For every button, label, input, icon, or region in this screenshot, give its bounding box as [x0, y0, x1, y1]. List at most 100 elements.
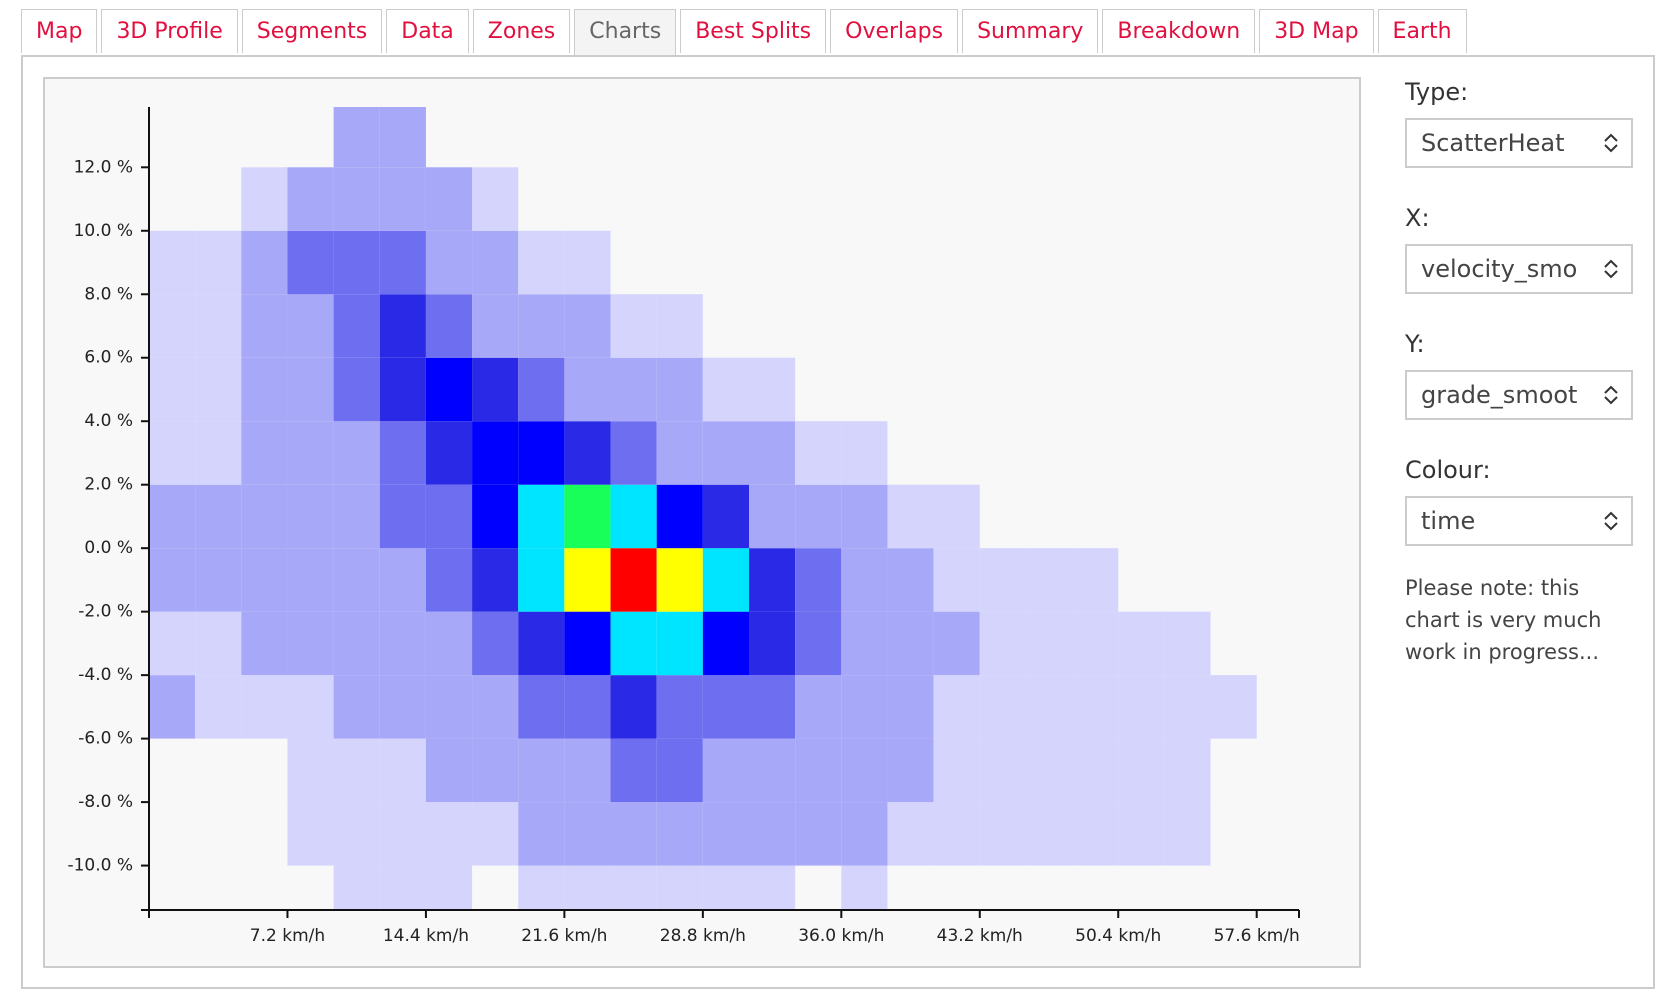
- heat-cell: [379, 865, 426, 910]
- heat-cell: [887, 802, 934, 866]
- tab[interactable]: Best Splits: [680, 9, 827, 53]
- select[interactable]: velocity_smo: [1405, 244, 1633, 294]
- tab[interactable]: 3D Profile: [101, 9, 238, 53]
- heat-cell: [702, 484, 749, 549]
- heat-cell: [1026, 358, 1072, 421]
- panel: [21, 55, 1655, 989]
- heat-cell: [149, 484, 196, 549]
- heat-cell: [933, 738, 980, 803]
- heat-cell: [1072, 294, 1118, 357]
- tab[interactable]: Overlaps: [830, 9, 959, 53]
- tab[interactable]: Charts: [574, 9, 677, 56]
- y-tick-label: 2.0 %: [84, 475, 133, 495]
- heat-cell: [333, 675, 380, 739]
- heat-cell: [702, 357, 749, 422]
- heat-cell: [149, 167, 195, 230]
- tab[interactable]: Summary: [962, 9, 1099, 53]
- heat-cell: [979, 738, 1026, 803]
- heat-cell: [333, 738, 380, 803]
- heat-cell: [425, 548, 473, 612]
- heat-cell: [425, 294, 473, 358]
- select[interactable]: time: [1405, 496, 1633, 546]
- heat-cell: [564, 675, 611, 739]
- heat-cell: [979, 548, 1026, 612]
- heat-cell: [195, 104, 241, 167]
- heat-cell: [287, 548, 334, 612]
- heat-cell: [1211, 167, 1257, 230]
- heat-cell: [702, 802, 749, 866]
- tab[interactable]: Breakdown: [1102, 9, 1256, 53]
- heat-cell: [425, 675, 473, 739]
- heat-cell: [795, 611, 842, 676]
- heat-cell: [333, 357, 380, 422]
- heat-cell: [1072, 485, 1118, 548]
- heat-cell: [933, 611, 980, 676]
- heat-cell: [749, 675, 796, 739]
- heat-cell: [425, 738, 473, 803]
- tab[interactable]: Earth: [1377, 9, 1467, 53]
- y-tick-label: 6.0 %: [84, 348, 133, 368]
- heat-cell: [841, 738, 888, 803]
- heat-cell: [1118, 548, 1164, 611]
- heat-cell: [241, 866, 287, 929]
- heat-cell: [287, 230, 334, 295]
- heat-cell: [749, 294, 795, 357]
- heat-cell: [841, 104, 887, 167]
- heat-cell: [1072, 358, 1118, 421]
- heat-cell: [287, 802, 334, 866]
- heat-cell: [149, 230, 196, 295]
- heat-cell: [287, 421, 334, 485]
- heat-cell: [564, 484, 611, 549]
- heat-cell: [749, 548, 796, 612]
- heat-cell: [379, 230, 426, 295]
- heat-cell: [887, 548, 934, 612]
- heat-cell: [472, 611, 519, 676]
- heat-cell: [195, 230, 242, 295]
- heat-cell: [518, 548, 565, 612]
- heat-cell: [887, 675, 934, 739]
- heat-cell: [934, 104, 980, 167]
- heat-cell: [379, 107, 426, 168]
- tab[interactable]: 3D Map: [1259, 9, 1374, 53]
- heat-cell: [333, 484, 380, 549]
- y-tick-label: -4.0 %: [78, 665, 133, 685]
- heat-cell: [472, 230, 519, 295]
- tab[interactable]: Data: [386, 9, 469, 53]
- heat-cell: [149, 548, 196, 612]
- heat-cell: [518, 294, 565, 358]
- heat-cell: [656, 484, 703, 549]
- heat-cell: [656, 802, 703, 866]
- heat-cell: [1026, 485, 1072, 548]
- heat-cell: [425, 421, 473, 485]
- heat-cell: [980, 104, 1026, 167]
- heat-cell: [657, 231, 703, 294]
- control-label: Colour:: [1405, 456, 1491, 484]
- heat-cell: [564, 738, 611, 803]
- heat-cell: [979, 802, 1026, 866]
- heat-cell: [1118, 738, 1165, 803]
- sidebar: Type: ScatterHeat X: velocity_smo Y: grade_sm…: [1405, 78, 1645, 668]
- select[interactable]: ScatterHeat: [1405, 118, 1633, 168]
- note: Please note: this chart is very much wor…: [1405, 576, 1602, 664]
- heat-cell: [610, 675, 657, 739]
- heat-cell: [287, 611, 334, 676]
- heat-cell: [1118, 611, 1165, 676]
- heat-cell: [379, 802, 426, 866]
- heat-cell: [1211, 485, 1257, 548]
- heat-cell: [933, 548, 980, 612]
- heat-cell: [195, 548, 242, 612]
- heat-cell: [1164, 611, 1211, 676]
- heat-cell: [610, 484, 657, 549]
- heat-cell: [425, 484, 473, 549]
- tab[interactable]: Zones: [472, 9, 571, 53]
- select-value: velocity_smo: [1421, 255, 1578, 283]
- heat-cell: [795, 104, 841, 167]
- tab[interactable]: Map: [21, 9, 98, 53]
- heat-cell: [333, 802, 380, 866]
- x-tick-label: 14.4 km/h: [383, 926, 469, 946]
- heat-cell: [887, 358, 933, 421]
- tab[interactable]: Segments: [241, 9, 383, 53]
- y-tick-label: -2.0 %: [78, 602, 133, 622]
- select[interactable]: grade_smoot: [1405, 370, 1633, 420]
- heat-cell: [656, 611, 703, 676]
